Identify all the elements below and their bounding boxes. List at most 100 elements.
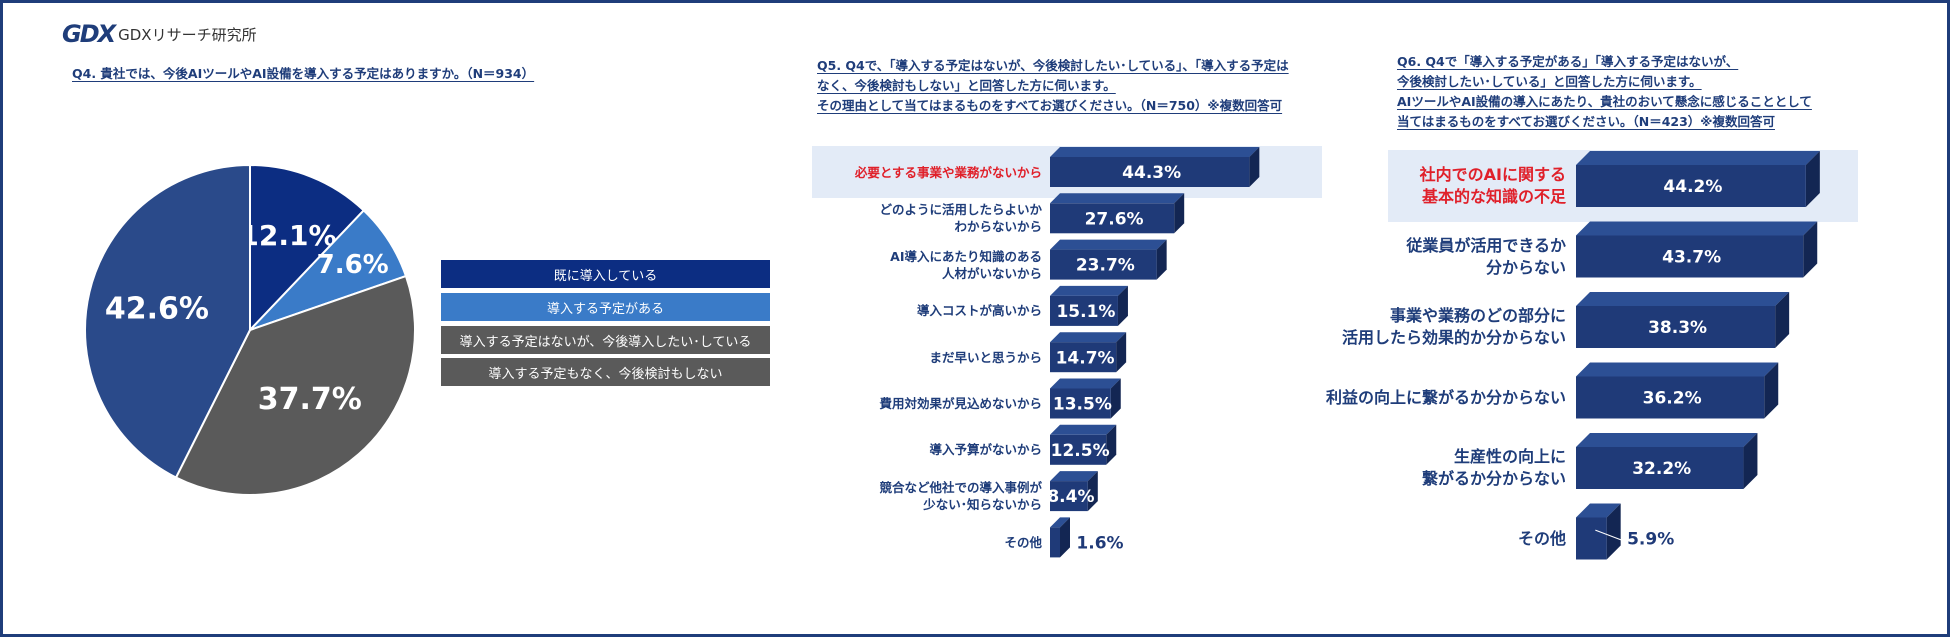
q6-bar (1576, 292, 1790, 348)
q5-bar-top (1050, 193, 1185, 204)
q6-category-label: その他 (1306, 528, 1566, 550)
q5-category-label: どのように活用したらよいか わからないから (812, 201, 1042, 235)
legend-item-considering: 導入する予定はないが、今後導入したい･している (441, 326, 770, 354)
q5-category-line: 必要とする事業や業務がないから (854, 164, 1042, 180)
q6-bar (1576, 151, 1820, 207)
q6-title-line: 当てはまるものをすべてお選びください。（N＝423）※複数回答可 (1397, 114, 1775, 129)
q6-bar-side (1775, 292, 1790, 348)
q5-category-line: 導入コストが高いから (916, 303, 1042, 319)
q6-bar-side (1805, 151, 1820, 207)
q6-bar-side (1803, 221, 1818, 278)
q6-value-label: 43.7% (1662, 248, 1721, 268)
q6-category-label: 生産性の向上に 繋がるか分からない (1306, 446, 1566, 490)
q6-title-line: AIツールやAI設備の導入にあたり、貴社のおいて懸念に感じることとして (1397, 94, 1812, 109)
q5-category-line: 導入予算がないから (929, 442, 1042, 458)
q5-bar-top (1050, 239, 1167, 250)
q5-category-line: その他 (1004, 534, 1042, 550)
q6-bar-top (1576, 433, 1758, 447)
q6-category-line: 基本的な知識の不足 (1421, 187, 1566, 206)
q6-value-label: 5.9% (1627, 530, 1674, 550)
q5-bar-front (1050, 249, 1157, 280)
q6-category-label: 利益の向上に繋がるか分からない (1306, 387, 1566, 409)
q5-bar-top (1050, 147, 1260, 157)
q5-value-label: 13.5% (1053, 395, 1112, 415)
q5-bar (1050, 471, 1098, 512)
q5-bar (1050, 193, 1185, 234)
q5-bars-svg: 44.3% 27.6% 23.7% 15.1% 14.7% 13.5% 12.5% 8.4% 1… (1050, 147, 1260, 558)
q5-value-label: 23.7% (1076, 256, 1135, 276)
q6-category-line: その他 (1517, 528, 1566, 548)
q5-title-line: Q5. Q4で、「導入する予定はないが、今後検討したい･している」、「導入する予… (817, 58, 1289, 73)
q6-category-line: 事業や業務のどの部分に (1389, 306, 1566, 325)
q6-category-label: 事業や業務のどの部分に 活用したら効果的か分からない (1306, 305, 1566, 349)
q5-bar (1050, 378, 1121, 419)
q6-leader-line (1595, 529, 1623, 541)
q5-bar-front (1050, 481, 1088, 512)
q4-title-text: Q4. 貴社では、今後AIツールやAI設備を導入する予定はありますか。（N＝93… (72, 66, 535, 81)
pie-label-0: 12.1% (239, 219, 336, 252)
q5-bar-top (1050, 517, 1070, 528)
q5-bar-front (1050, 157, 1250, 187)
q5-value-label: 8.4% (1050, 487, 1094, 507)
q5-category-label: 費用対効果が見込めないから (812, 395, 1042, 412)
legend-item-already: 既に導入している (441, 260, 770, 288)
q5-bar-side (1060, 517, 1070, 558)
q5-bar-front (1050, 527, 1060, 558)
legend-item-no-plan: 導入する予定もなく、今後検討もしない (441, 358, 770, 386)
pie-slice-2 (174, 274, 416, 496)
logo: GDX GDXリサーチ研究所 (62, 20, 257, 48)
q6-category-line: 社内でのAIに関する (1419, 165, 1566, 184)
q6-bar-top (1576, 221, 1818, 236)
q5-category-line: まだ早いと思うから (929, 349, 1042, 365)
q6-value-label: 44.2% (1663, 177, 1722, 197)
q5-bar (1050, 285, 1128, 326)
pie-label-3: 42.6% (105, 291, 209, 326)
pie-label-1: 7.6% (317, 250, 389, 280)
q5-bar-side (1249, 147, 1260, 187)
q5-value-label: 15.1% (1056, 302, 1115, 322)
q5-bar-side (1087, 471, 1098, 512)
q6-bar-side (1743, 433, 1758, 489)
q5-bar-side (1106, 424, 1117, 465)
q5-bar-top (1050, 424, 1117, 435)
q6-bar-front (1576, 235, 1804, 278)
q6-bar-side (1764, 362, 1779, 419)
q6-category-line: 分からない (1485, 257, 1566, 277)
q6-title: Q6. Q4で「導入する予定がある」「導入する予定はないが、 今後検討したい･し… (1397, 52, 1812, 132)
q5-bar (1050, 239, 1167, 280)
q5-category-label: まだ早いと思うから (812, 349, 1042, 366)
q5-category-label: AI導入にあたり知識のある 人材がいないから (812, 248, 1042, 282)
q6-category-label: 社内でのAIに関する 基本的な知識の不足 (1306, 164, 1566, 208)
q5-category-label: 導入予算がないから (812, 441, 1042, 458)
q6-bar-top (1576, 362, 1779, 377)
q5-bar-front (1050, 388, 1111, 419)
q5-bar-top (1050, 471, 1098, 482)
q6-category-line: 生産性の向上に (1453, 447, 1566, 466)
q5-value-label: 27.6% (1085, 209, 1144, 229)
q5-bar-front (1050, 295, 1118, 326)
q6-bar-front (1576, 306, 1776, 348)
q6-bar-front (1576, 517, 1607, 560)
q6-bar (1576, 221, 1818, 278)
q5-bar-top (1050, 378, 1121, 389)
q5-bar (1050, 517, 1070, 558)
q6-title-line: Q6. Q4で「導入する予定がある」「導入する予定はないが、 (1397, 54, 1739, 69)
q5-bar-side (1116, 332, 1127, 373)
q5-category-line: 少ない･知らないから (923, 497, 1042, 513)
q5-bar (1050, 424, 1117, 465)
q6-bar-side (1606, 503, 1621, 560)
q5-bar-side (1174, 193, 1185, 234)
q6-category-line: 利益の向上に繋がるか分からない (1325, 387, 1566, 407)
q6-bar (1576, 433, 1758, 489)
q5-bar-side (1117, 285, 1128, 326)
q6-bar-top (1576, 151, 1820, 165)
q6-value-label: 32.2% (1632, 459, 1691, 479)
q6-bar (1576, 362, 1779, 419)
legend-item-planned: 導入する予定がある (441, 293, 770, 321)
q5-category-label: その他 (812, 534, 1042, 551)
q5-category-label: 必要とする事業や業務がないから (812, 164, 1042, 181)
q6-category-label: 従業員が活用できるか 分からない (1306, 235, 1566, 279)
logo-text: GDXリサーチ研究所 (118, 25, 257, 44)
q6-bar-top (1576, 503, 1621, 518)
